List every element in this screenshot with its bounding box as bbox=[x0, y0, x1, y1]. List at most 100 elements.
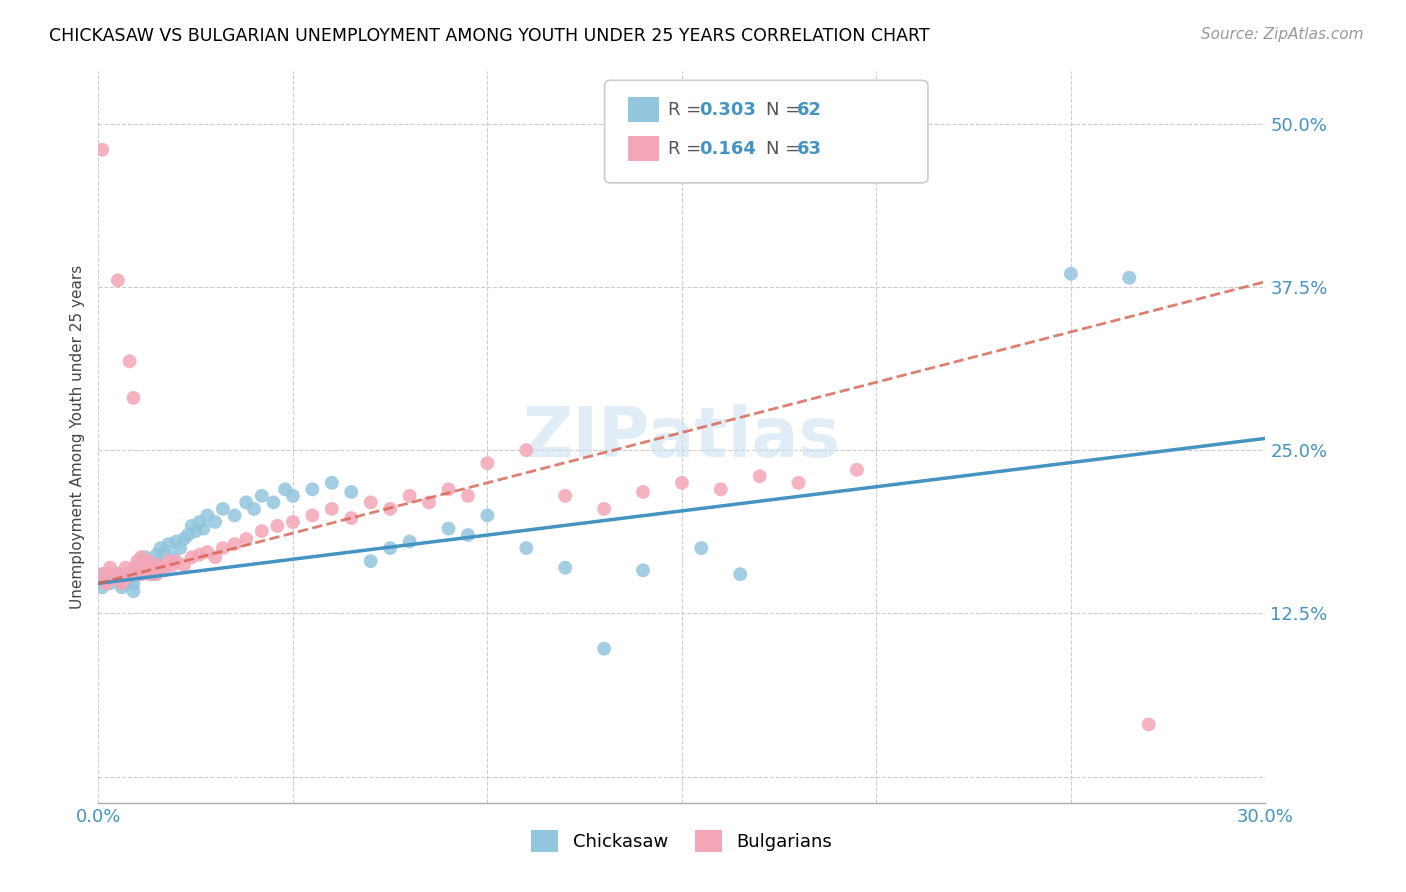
Point bbox=[153, 545, 176, 559]
Point bbox=[235, 495, 257, 509]
Text: R =: R = bbox=[668, 140, 707, 158]
Point bbox=[129, 550, 152, 565]
Point bbox=[340, 511, 363, 525]
Point bbox=[1137, 717, 1160, 731]
Point bbox=[195, 545, 218, 559]
Point bbox=[118, 354, 141, 368]
Point bbox=[554, 489, 576, 503]
Point bbox=[437, 521, 460, 535]
Point bbox=[1118, 270, 1140, 285]
Point bbox=[281, 515, 304, 529]
Text: 63: 63 bbox=[797, 140, 823, 158]
Point bbox=[224, 508, 246, 523]
Point bbox=[149, 541, 172, 555]
Point bbox=[111, 580, 134, 594]
Point bbox=[134, 550, 156, 565]
Point bbox=[162, 558, 184, 573]
Text: N =: N = bbox=[766, 101, 806, 119]
Point bbox=[235, 532, 257, 546]
Point bbox=[593, 502, 616, 516]
Point bbox=[111, 576, 134, 591]
Point bbox=[98, 576, 121, 591]
Point bbox=[96, 574, 118, 588]
Point bbox=[787, 475, 810, 490]
Point bbox=[301, 508, 323, 523]
Point bbox=[169, 541, 191, 555]
Point bbox=[173, 558, 195, 573]
Point bbox=[149, 560, 172, 574]
Text: N =: N = bbox=[766, 140, 806, 158]
Point bbox=[129, 563, 152, 577]
Point bbox=[127, 567, 149, 582]
Point bbox=[142, 563, 165, 577]
Point bbox=[457, 528, 479, 542]
Point bbox=[710, 483, 733, 497]
Point bbox=[165, 534, 187, 549]
Point bbox=[129, 554, 152, 568]
Point bbox=[188, 548, 211, 562]
Point bbox=[146, 554, 169, 568]
Point bbox=[193, 521, 215, 535]
Point bbox=[91, 143, 114, 157]
Point bbox=[437, 483, 460, 497]
Point bbox=[243, 502, 266, 516]
Point bbox=[274, 483, 297, 497]
Point bbox=[146, 548, 169, 562]
Point bbox=[477, 456, 499, 470]
Point bbox=[157, 554, 180, 568]
Point bbox=[142, 567, 165, 582]
Point bbox=[846, 463, 869, 477]
Point bbox=[91, 574, 114, 588]
Point bbox=[91, 580, 114, 594]
Point bbox=[122, 584, 145, 599]
Point bbox=[380, 502, 402, 516]
Point bbox=[129, 567, 152, 582]
Point bbox=[180, 519, 202, 533]
Point bbox=[98, 560, 121, 574]
Point bbox=[127, 558, 149, 573]
Point bbox=[111, 574, 134, 588]
Point bbox=[204, 550, 226, 565]
Point bbox=[107, 567, 129, 582]
Y-axis label: Unemployment Among Youth under 25 years: Unemployment Among Youth under 25 years bbox=[69, 265, 84, 609]
Point bbox=[114, 571, 136, 585]
Point bbox=[91, 567, 114, 582]
Point bbox=[730, 567, 752, 582]
Point bbox=[96, 567, 118, 582]
Point bbox=[177, 528, 200, 542]
Point bbox=[138, 560, 160, 574]
Point bbox=[515, 541, 537, 555]
Text: CHICKASAW VS BULGARIAN UNEMPLOYMENT AMONG YOUTH UNDER 25 YEARS CORRELATION CHART: CHICKASAW VS BULGARIAN UNEMPLOYMENT AMON… bbox=[49, 27, 929, 45]
Point bbox=[122, 563, 145, 577]
Point bbox=[127, 554, 149, 568]
Text: 0.303: 0.303 bbox=[699, 101, 755, 119]
Point bbox=[118, 567, 141, 582]
Point bbox=[477, 508, 499, 523]
Point bbox=[146, 567, 169, 582]
Point bbox=[162, 550, 184, 565]
Point bbox=[224, 537, 246, 551]
Point bbox=[321, 475, 343, 490]
Text: ZIPatlas: ZIPatlas bbox=[523, 403, 841, 471]
Point bbox=[96, 574, 118, 588]
Point bbox=[107, 273, 129, 287]
Text: Source: ZipAtlas.com: Source: ZipAtlas.com bbox=[1201, 27, 1364, 42]
Legend: Chickasaw, Bulgarians: Chickasaw, Bulgarians bbox=[524, 823, 839, 860]
Point bbox=[398, 534, 420, 549]
Text: 0.164: 0.164 bbox=[699, 140, 755, 158]
Point bbox=[554, 560, 576, 574]
Point bbox=[250, 489, 273, 503]
Point bbox=[153, 563, 176, 577]
Point bbox=[138, 567, 160, 582]
Point bbox=[188, 515, 211, 529]
Point bbox=[398, 489, 420, 503]
Point bbox=[515, 443, 537, 458]
Point bbox=[103, 571, 125, 585]
Point bbox=[122, 576, 145, 591]
Point bbox=[111, 574, 134, 588]
Point bbox=[281, 489, 304, 503]
Point bbox=[114, 560, 136, 574]
Point bbox=[114, 567, 136, 582]
Point bbox=[321, 502, 343, 516]
Point bbox=[360, 495, 382, 509]
